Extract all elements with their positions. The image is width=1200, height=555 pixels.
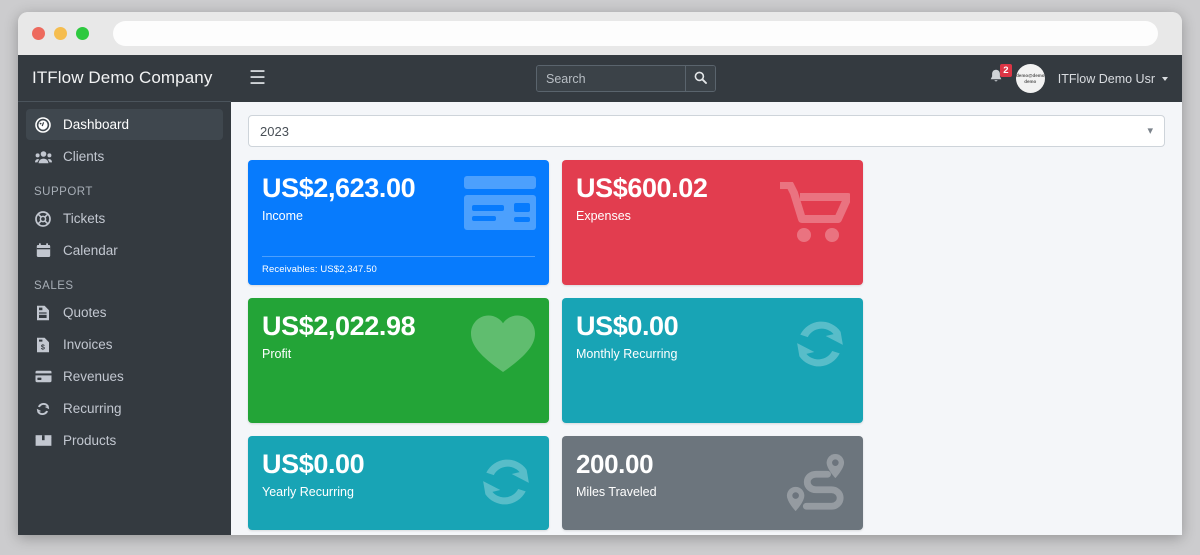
sidebar-item-label: Calendar [63,243,118,258]
browser-chrome-bar [18,12,1182,55]
stat-card-value: US$0.00 [576,311,679,341]
life-ring-icon [34,210,52,228]
sidebar: ITFlow Demo Company Dashboard [18,55,231,535]
sidebar-item-label: Clients [63,149,105,164]
sidebar-item-label: Recurring [63,401,122,416]
avatar-line-2: demo [1024,78,1037,84]
stat-card-monthly-recurring[interactable]: US$0.00 Monthly Recurring [562,298,863,423]
stat-card-miles-traveled[interactable]: 200.00 Miles Traveled [562,436,863,530]
sidebar-item-products[interactable]: Products [26,425,223,456]
brand-title[interactable]: ITFlow Demo Company [18,55,231,102]
main-content: 2023 ▾ US$2,623.00 Income [231,102,1182,535]
sidebar-item-invoices[interactable]: $ Invoices [26,329,223,360]
stat-card-grid: US$2,623.00 Income Receivable [248,160,1165,535]
stat-card-value: US$2,022.98 [262,311,416,341]
file-invoice-dollar-icon: $ [34,336,52,354]
topbar-right-group: 2 demo@demo demo ITFlow Demo Usr [989,63,1168,93]
sync-icon [34,400,52,418]
year-filter-select[interactable]: 2023 [248,115,1165,147]
sidebar-item-label: Products [63,433,117,448]
box-icon [34,432,52,450]
stat-card-footer: Receivables: US$2,347.50 [262,264,377,275]
browser-window: ITFlow Demo Company Dashboard [18,12,1182,535]
year-filter-wrap: 2023 ▾ [248,115,1165,147]
file-invoice-icon [34,304,52,322]
minimize-window-button[interactable] [54,27,67,40]
sidebar-item-label: Quotes [63,305,107,320]
avatar-line-1: demo@demo [1016,72,1045,78]
search-box [536,65,716,92]
calendar-icon [34,242,52,260]
credit-card-icon [464,176,536,235]
sidebar-item-label: Revenues [63,369,124,384]
stat-card-label: Monthly Recurring [576,347,678,361]
sidebar-item-tickets[interactable]: Tickets [26,203,223,234]
stat-card-profit[interactable]: US$2,022.98 Profit [248,298,549,423]
stat-card-value: US$0.00 [262,449,365,479]
user-menu-label[interactable]: ITFlow Demo Usr [1057,71,1155,86]
stat-card-yearly-recurring[interactable]: US$0.00 Yearly Recurring [248,436,549,530]
sidebar-item-clients[interactable]: Clients [26,141,223,172]
sync-icon [476,452,536,517]
url-bar[interactable] [113,21,1158,46]
chevron-down-icon[interactable] [1162,76,1168,81]
sidebar-nav: Dashboard Clients [18,102,231,456]
sidebar-item-quotes[interactable]: Quotes [26,297,223,328]
search-input[interactable] [537,66,685,91]
window-controls [32,27,89,40]
topbar: ☰ [231,55,1182,102]
stat-card-label: Profit [262,347,292,361]
sidebar-item-label: Dashboard [63,117,130,132]
notifications-button[interactable]: 2 [989,63,1013,89]
sidebar-item-calendar[interactable]: Calendar [26,235,223,266]
page-viewport: ITFlow Demo Company Dashboard [18,55,1182,535]
stat-card-value: US$2,623.00 [262,173,416,203]
sidebar-item-label: Tickets [63,211,106,226]
close-window-button[interactable] [32,27,45,40]
stat-card-label: Expenses [576,209,631,223]
notification-badge: 2 [999,63,1013,77]
bell-icon [989,69,1003,89]
avatar[interactable]: demo@demo demo [1015,64,1045,93]
sidebar-section-header-support: SUPPORT [34,186,93,198]
stat-card-label: Yearly Recurring [262,485,354,499]
stat-card-divider: Receivables: US$2,347.50 [262,256,535,275]
credit-card-icon [34,368,52,386]
sidebar-section-header-sales: SALES [34,280,74,292]
stat-card-value: 200.00 [576,449,654,479]
search-button[interactable] [685,66,715,91]
shopping-cart-icon [780,181,852,249]
stat-card-income[interactable]: US$2,623.00 Income Receivable [248,160,549,285]
sidebar-item-dashboard[interactable]: Dashboard [26,109,223,140]
stat-card-value: US$600.02 [576,173,708,203]
search-icon [694,71,707,87]
tachometer-icon [34,116,52,134]
sidebar-item-revenues[interactable]: Revenues [26,361,223,392]
route-icon [780,452,850,519]
stat-card-label: Miles Traveled [576,485,657,499]
menu-toggle-icon[interactable]: ☰ [249,68,267,89]
stat-card-label: Income [262,209,303,223]
svg-text:$: $ [41,342,45,351]
heart-icon [470,314,536,379]
maximize-window-button[interactable] [76,27,89,40]
sidebar-item-label: Invoices [63,337,113,352]
sync-icon [790,314,850,379]
sidebar-item-recurring[interactable]: Recurring [26,393,223,424]
stat-card-expenses[interactable]: US$600.02 Expenses [562,160,863,285]
users-icon [34,148,52,166]
